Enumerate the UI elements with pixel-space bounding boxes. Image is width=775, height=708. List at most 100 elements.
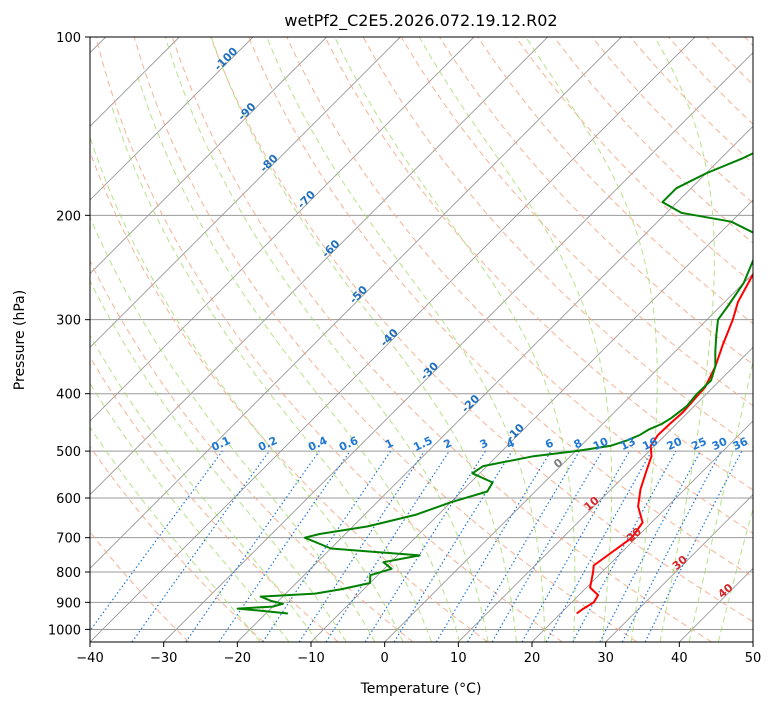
moist-adiabat-label: 10 bbox=[582, 494, 602, 514]
mixing-ratio-line bbox=[262, 450, 392, 642]
x-tick-label: 50 bbox=[745, 651, 762, 666]
mixing-ratio-line bbox=[131, 450, 270, 642]
y-tick-label: 600 bbox=[56, 492, 81, 507]
x-tick-label: 40 bbox=[671, 651, 688, 666]
moist-adiabat-label: 40 bbox=[715, 581, 735, 601]
dry-adiabat-line bbox=[591, 37, 753, 204]
y-tick-label: 300 bbox=[56, 314, 81, 329]
moist-adiabat-line bbox=[525, 37, 658, 642]
mixing-ratio-line bbox=[325, 450, 450, 642]
y-tick-label: 500 bbox=[56, 445, 81, 460]
mixing-ratio-line bbox=[545, 450, 653, 642]
isotherm-line bbox=[90, 37, 401, 348]
y-tick-label: 400 bbox=[56, 388, 81, 403]
x-axis-label: Temperature (°C) bbox=[360, 681, 482, 697]
mixing-ratio-line bbox=[185, 450, 320, 642]
isotherm-label: -50 bbox=[347, 283, 370, 306]
moist-adiabat-line bbox=[654, 37, 715, 642]
dry-adiabat-line bbox=[90, 356, 339, 642]
moist-adiabat-line bbox=[164, 37, 489, 642]
axis-layer: −40 −30 −20 −10 0 10 20 30 40 50 100 200 300 400 500 60… bbox=[48, 31, 761, 666]
dry-adiabat-line bbox=[90, 150, 488, 642]
moist-adiabat-line bbox=[90, 279, 347, 642]
moist-adiabat-line bbox=[90, 426, 261, 642]
temperature-profile-line bbox=[576, 272, 753, 615]
isotherm-line bbox=[679, 567, 753, 642]
dry-adiabat-line bbox=[515, 37, 753, 284]
mixing-ratio-label: 2 bbox=[442, 436, 454, 451]
isotherm-line bbox=[605, 494, 753, 642]
isotherm-label: -90 bbox=[235, 100, 258, 123]
mixing-ratio-label: 25 bbox=[689, 435, 708, 453]
dry-adiabat-line bbox=[324, 37, 753, 491]
moist-adiabat-line bbox=[90, 215, 376, 642]
y-tick-label: 1000 bbox=[48, 623, 81, 638]
mixing-ratio-line bbox=[435, 450, 552, 642]
moist-adiabat-line bbox=[136, 72, 461, 642]
y-tick-label: 800 bbox=[56, 566, 81, 581]
isotherm-line bbox=[752, 641, 753, 642]
plot-frame bbox=[89, 36, 754, 643]
moist-adiabat-line bbox=[110, 104, 432, 642]
moist-adiabat-line bbox=[688, 358, 753, 642]
dry-adiabat-line bbox=[477, 37, 753, 325]
y-tick-label: 200 bbox=[56, 209, 81, 224]
x-tick-label: −10 bbox=[297, 651, 324, 666]
y-axis-label: Pressure (hPa) bbox=[12, 290, 28, 390]
moist-adiabat-line bbox=[210, 37, 517, 642]
dry-adiabat-line bbox=[248, 37, 753, 578]
x-tick-label: −40 bbox=[76, 651, 103, 666]
y-tick-label: 100 bbox=[56, 31, 81, 46]
dry-adiabat-line bbox=[171, 37, 712, 642]
mixing-ratio-line bbox=[218, 450, 351, 642]
x-tick-label: 20 bbox=[524, 651, 541, 666]
y-tick-label: 900 bbox=[56, 596, 81, 611]
grid-layer bbox=[90, 37, 753, 642]
chart-title: wetPf2_C2E5.2026.072.19.12.R02 bbox=[284, 11, 557, 31]
dry-adiabat-line bbox=[90, 531, 190, 642]
mixing-ratio-label: 36 bbox=[731, 435, 751, 453]
isotherm-line bbox=[90, 37, 622, 569]
isotherm-line bbox=[90, 37, 696, 642]
isotherm-line bbox=[237, 125, 753, 642]
x-tick-label: 10 bbox=[450, 651, 467, 666]
mixing-ratio-label: 10 bbox=[591, 435, 611, 453]
x-tick-label: −30 bbox=[150, 651, 177, 666]
mixing-ratio-label: 20 bbox=[665, 435, 685, 453]
line-label-layer: 0.1 0.2 0.4 0.6 1 1.5 2 3 4 6 8 10 13 16 20 25 30 36-100-… bbox=[209, 44, 750, 600]
moist-adiabat-line bbox=[418, 37, 613, 642]
isotherm-line bbox=[90, 37, 254, 201]
dry-adiabat-line bbox=[210, 37, 753, 623]
isotherm-line bbox=[90, 37, 327, 275]
mixing-ratio-line bbox=[521, 450, 631, 642]
mixing-ratio-line bbox=[393, 450, 513, 642]
mixing-ratio-line bbox=[298, 450, 425, 642]
moist-adiabat-line bbox=[717, 506, 753, 642]
isotherm-line bbox=[90, 37, 475, 422]
y-tick-label: 700 bbox=[56, 532, 81, 547]
mixing-ratio-label: 16 bbox=[640, 435, 660, 453]
isotherm-line bbox=[384, 273, 753, 642]
mixing-ratio-label: 30 bbox=[710, 435, 730, 453]
isotherm-label: -30 bbox=[418, 359, 441, 382]
isotherm-label: -60 bbox=[319, 237, 342, 260]
x-tick-label: 30 bbox=[597, 651, 614, 666]
x-tick-label: 0 bbox=[381, 651, 389, 666]
dry-adiabat-line bbox=[286, 37, 753, 534]
moist-adiabat-line bbox=[266, 37, 546, 642]
dry-adiabat-line bbox=[744, 37, 753, 47]
mixing-ratio-label: 13 bbox=[618, 435, 637, 453]
isotherm-label: -40 bbox=[378, 326, 401, 349]
x-tick-label: −20 bbox=[224, 651, 251, 666]
isotherm-line bbox=[458, 346, 753, 642]
dry-adiabat-line bbox=[668, 37, 753, 125]
isotherm-label: -70 bbox=[295, 188, 318, 211]
isotherm-label: -20 bbox=[459, 392, 482, 415]
moist-adiabat-line bbox=[334, 37, 576, 642]
series-layer bbox=[236, 152, 753, 615]
dewpoint-profile-line bbox=[236, 152, 753, 615]
mixing-ratio-line bbox=[644, 450, 743, 642]
dry-adiabat-line bbox=[90, 445, 264, 642]
mixing-ratio-line bbox=[90, 450, 223, 632]
